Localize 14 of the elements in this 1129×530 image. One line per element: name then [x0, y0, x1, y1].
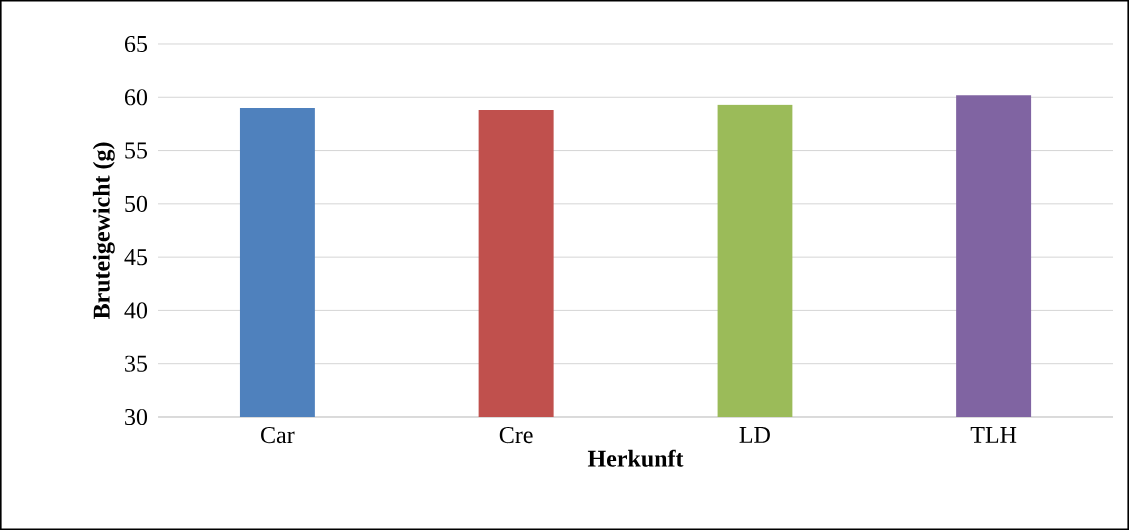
y-tick-label: 40	[124, 302, 148, 319]
x-axis-title: Herkunft	[587, 449, 684, 467]
y-tick-label: 65	[124, 35, 148, 53]
x-tick-label: Cre	[499, 427, 533, 444]
x-tick-label: TLH	[970, 427, 1017, 443]
x-tick-label: Car	[261, 427, 295, 444]
y-tick-label: 55	[125, 142, 148, 159]
y-tick-label: 50	[125, 195, 148, 212]
y-tick-label: 45	[124, 249, 148, 266]
x-tick-label: LD	[739, 427, 770, 443]
y-tick-label: 30	[125, 408, 148, 426]
y-axis-title: Bruteigewicht (g)	[92, 142, 115, 320]
y-tick-label: 60	[124, 89, 148, 106]
y-tick-label: 35	[125, 355, 148, 372]
